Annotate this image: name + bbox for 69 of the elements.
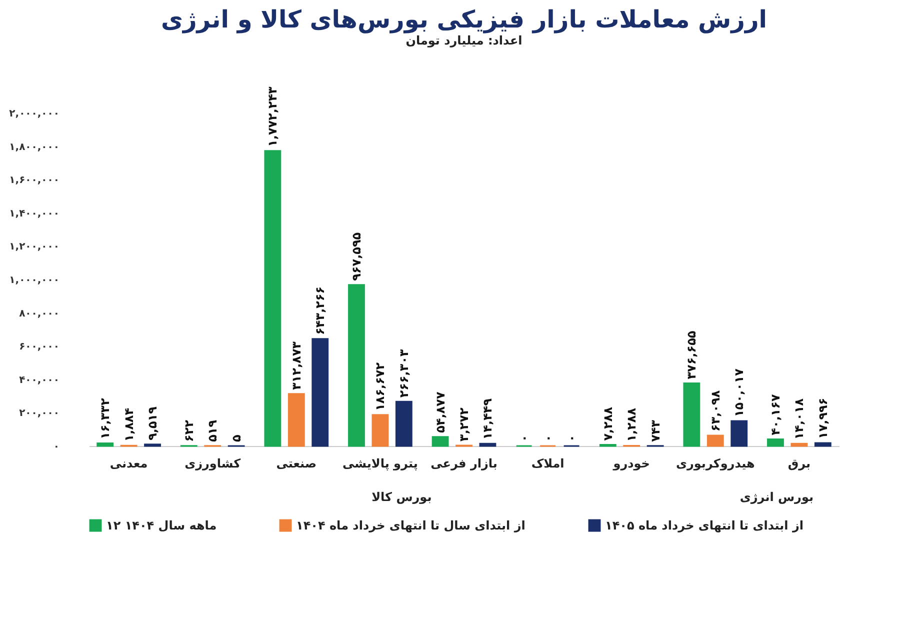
bar xyxy=(264,150,282,447)
data-label: ۷۴۳ xyxy=(648,419,662,442)
data-label: ۱,۷۷۲,۲۴۳ xyxy=(266,86,280,147)
y-tick-label: ۲۰۰,۰۰۰ xyxy=(19,408,60,420)
data-label: ۳۱۲,۸۷۳ xyxy=(289,340,304,390)
x-tick-label: پترو پالایشی xyxy=(342,456,418,470)
bar xyxy=(96,442,114,447)
bar xyxy=(288,393,305,447)
x-tick-label: خودرو xyxy=(612,456,650,470)
data-label: ۶۳,۰۹۸ xyxy=(708,390,722,432)
chart-subtitle: اعداد: میلیارد تومان xyxy=(406,34,522,48)
bar xyxy=(767,438,784,447)
bar xyxy=(395,400,412,447)
data-label: ۵۴,۸۷۷ xyxy=(433,391,448,433)
x-tick-label: املاک xyxy=(531,456,564,470)
y-tick-label: ۱,۶۰۰,۰۰۰ xyxy=(9,175,60,186)
bar xyxy=(372,414,389,447)
data-label: ۱۴,۰۱۸ xyxy=(792,398,806,440)
bar xyxy=(312,338,329,447)
data-label: ۱۶,۳۳۲ xyxy=(98,397,112,440)
y-tick-label: ۲,۰۰۰,۰۰۰ xyxy=(9,108,60,120)
data-label: ۶۲۲ xyxy=(182,419,196,442)
data-label: ۵۱۹ xyxy=(206,419,220,442)
data-label: ۱,۲۸۸ xyxy=(624,407,639,442)
bar xyxy=(432,436,449,447)
data-label: ۷,۲۸۸ xyxy=(600,406,615,441)
bar xyxy=(706,434,724,447)
y-tick-label: ۰ xyxy=(53,442,60,452)
data-label: ۱,۸۸۴ xyxy=(122,408,136,442)
legend-label: از ابتدای تا انتهای خرداد ماه ۱۴۰۵ xyxy=(605,518,804,533)
data-label: ۱۵۰,۰۱۷ xyxy=(732,368,746,418)
bar xyxy=(790,442,808,447)
chart-title: ارزش معاملات بازار فیزیکی بورس‌های کالا و انرژی xyxy=(160,6,768,34)
data-label: ۱۸۶,۶۷۲ xyxy=(373,362,388,411)
data-label: ۱۴,۴۴۹ xyxy=(480,398,495,440)
x-tick-label: هیدروکربوری xyxy=(676,456,755,470)
bar xyxy=(683,382,700,447)
bar xyxy=(814,442,832,447)
x-tick-label: کشاورزی xyxy=(184,456,241,470)
y-tick-label: ۶۰۰,۰۰۰ xyxy=(19,342,60,353)
data-label: ۱۷,۹۹۶ xyxy=(816,398,830,440)
bar xyxy=(348,284,365,447)
x-tick-label: معدنی xyxy=(110,456,148,470)
y-tick-label: ۴۰۰,۰۰۰ xyxy=(19,374,60,386)
y-tick-label: ۱,۰۰۰,۰۰۰ xyxy=(9,275,60,286)
data-label: ۰ xyxy=(564,434,579,442)
text: بورس انرژی xyxy=(738,490,814,506)
y-tick-label: ۱,۲۰۰,۰۰۰ xyxy=(9,242,60,253)
x-tick-label: برق xyxy=(788,456,811,470)
data-label: ۹,۵۱۹ xyxy=(146,406,160,440)
y-tick-label: ۸۰۰,۰۰۰ xyxy=(19,308,60,320)
y-tick-label: ۱,۴۰۰,۰۰۰ xyxy=(9,208,60,220)
legend-label: از ابتدای سال تا انتهای خرداد ماه ۱۴۰۴ xyxy=(296,518,526,533)
y-tick-label: ۱,۸۰۰,۰۰۰ xyxy=(9,142,60,153)
x-tick-label: صنعتی xyxy=(276,456,317,470)
data-label: ۴۰,۱۶۷ xyxy=(768,393,782,436)
x-tick-label: بازار فرعی xyxy=(430,456,498,470)
data-label: ۵ xyxy=(229,434,244,442)
data-label: ۰ xyxy=(517,434,532,442)
data-label: ۹۶۷,۵۹۵ xyxy=(349,232,364,281)
bar xyxy=(479,442,496,447)
data-label: ۳,۲۷۲ xyxy=(457,406,471,442)
data-label: ۰ xyxy=(540,434,555,442)
bar xyxy=(730,420,748,447)
legend-label: ۱۲ ماهه سال ۱۴۰۴ xyxy=(106,518,217,533)
data-label: ۲۶۶,۳۰۳ xyxy=(396,348,411,398)
data-label: ۳۷۶,۶۵۵ xyxy=(684,330,699,380)
data-label: ۶۴۳,۲۶۶ xyxy=(313,286,328,335)
text: بورس کالا xyxy=(370,490,433,506)
